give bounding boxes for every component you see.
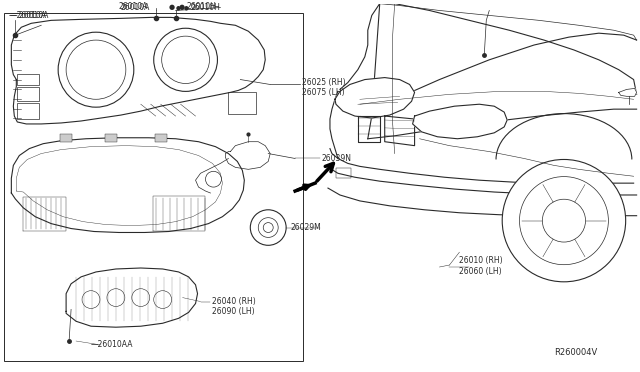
Text: 26090 (LH): 26090 (LH) [212, 307, 255, 316]
Bar [4, 13, 303, 361]
Bar [17, 87, 39, 101]
Text: 26010H: 26010H [187, 2, 216, 11]
Text: 26025 (RH): 26025 (RH) [302, 78, 346, 87]
Bar [105, 134, 117, 142]
Text: ●: ● [169, 4, 175, 10]
Text: 26010 (RH): 26010 (RH) [460, 256, 503, 264]
Text: 26040 (RH): 26040 (RH) [212, 297, 256, 306]
Text: 26010A: 26010A [119, 2, 148, 11]
Text: 26075 (LH): 26075 (LH) [302, 88, 345, 97]
Bar [336, 169, 351, 178]
Text: —26010A: —26010A [10, 11, 46, 20]
Polygon shape [12, 138, 244, 232]
Text: ●: ● [179, 4, 185, 10]
Text: 26010A: 26010A [121, 3, 150, 12]
Text: —26010AA: —26010AA [91, 340, 134, 349]
Text: ●: ● [184, 5, 188, 10]
Bar [17, 74, 39, 86]
Bar [60, 134, 72, 142]
Polygon shape [335, 78, 415, 118]
Bar [228, 92, 256, 114]
Text: ●: ● [175, 5, 180, 10]
Text: 26029M: 26029M [290, 223, 321, 232]
Bar [155, 134, 166, 142]
Polygon shape [12, 17, 265, 124]
Circle shape [250, 210, 286, 245]
Text: 26060 (LH): 26060 (LH) [460, 267, 502, 276]
Text: 26010H: 26010H [191, 3, 220, 12]
Bar [17, 103, 39, 119]
Text: — 26010A: — 26010A [10, 11, 49, 20]
Polygon shape [66, 268, 198, 327]
Polygon shape [619, 89, 637, 96]
Polygon shape [413, 104, 507, 139]
Polygon shape [225, 142, 270, 169]
Circle shape [502, 160, 626, 282]
Text: R260004V: R260004V [554, 348, 597, 357]
Text: 26039N: 26039N [322, 154, 352, 163]
